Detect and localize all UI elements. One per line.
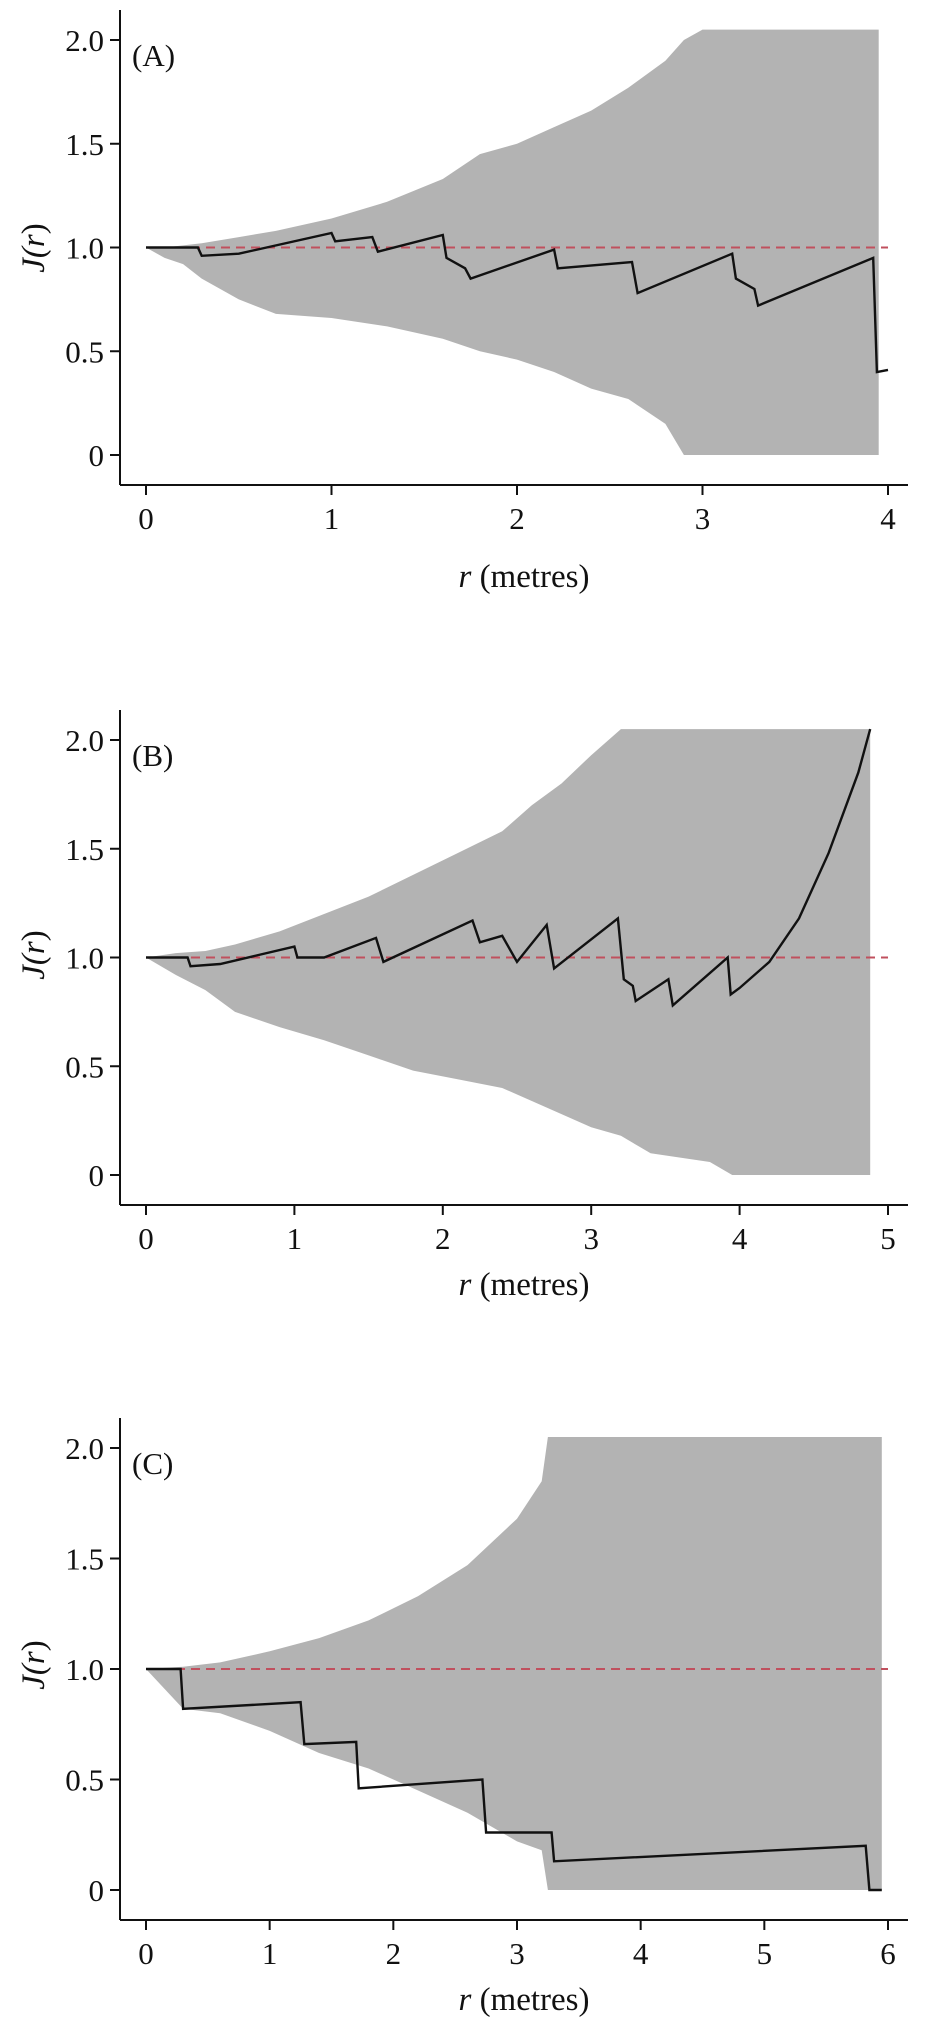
- x-tick-label: 2: [435, 1221, 451, 1256]
- y-tick-label: 1.0: [65, 941, 104, 976]
- y-tick-label: 0.5: [65, 334, 104, 369]
- x-tick-label: 6: [880, 1936, 896, 1971]
- x-axis-variable: r: [458, 1982, 471, 2018]
- y-axis-title: J(r): [16, 930, 52, 979]
- observed-line: [146, 728, 872, 1008]
- y-tick-label: 0.5: [65, 1763, 104, 1798]
- y-axis-function: J(: [16, 1662, 52, 1690]
- envelope-band: [146, 1437, 882, 1890]
- y-axis-close: ): [16, 930, 52, 941]
- y-tick-label: 0.5: [65, 1049, 104, 1084]
- x-tick-label: 2: [509, 501, 525, 536]
- x-tick-label: 4: [732, 1221, 748, 1256]
- y-axis-function: J(: [16, 952, 52, 980]
- y-tick-label: 2.0: [65, 23, 104, 58]
- panel-label: (B): [132, 738, 173, 773]
- y-axis-title: J(r): [16, 1640, 52, 1689]
- panel-label: (C): [132, 1446, 173, 1481]
- x-tick-label: 4: [880, 501, 896, 536]
- x-axis-unit: (metres): [480, 1982, 590, 2018]
- y-axis-close: ): [16, 223, 52, 234]
- y-tick-label: 0: [89, 1873, 105, 1908]
- x-axis-variable: r: [458, 559, 471, 595]
- y-tick-label: 1.0: [65, 1652, 104, 1687]
- y-tick-label: 0: [89, 1158, 105, 1193]
- x-tick-label: 1: [287, 1221, 303, 1256]
- y-tick-label: 2.0: [65, 1431, 104, 1466]
- x-tick-label: 0: [138, 1936, 154, 1971]
- x-tick-label: 2: [386, 1936, 402, 1971]
- y-axis-close: ): [16, 1640, 52, 1651]
- observed-line: [146, 1667, 882, 1892]
- observed-line: [146, 231, 889, 374]
- x-axis-unit: (metres): [480, 559, 590, 595]
- x-tick-label: 0: [138, 1221, 154, 1256]
- x-axis-variable: r: [458, 1267, 471, 1303]
- envelope-band: [146, 29, 879, 455]
- x-axis-title: r (metres): [458, 1267, 589, 1303]
- x-tick-label: 5: [880, 1221, 896, 1256]
- x-tick-label: 5: [757, 1936, 773, 1971]
- x-tick-label: 3: [695, 501, 711, 536]
- x-tick-label: 3: [583, 1221, 599, 1256]
- panel-c: 00.51.01.52.00 1 2 3 4 5 6 (C) r (metres) J(r): [16, 1418, 908, 2018]
- y-tick-label: 1.5: [65, 127, 104, 162]
- y-axis-title: J(r): [16, 223, 52, 272]
- y-tick-label: 1.0: [65, 231, 104, 266]
- envelope-band: [146, 729, 871, 1175]
- y-axis-variable: r: [16, 941, 52, 954]
- x-axis-title: r (metres): [458, 1982, 589, 2018]
- y-tick-label: 0: [89, 438, 105, 473]
- x-tick-label: 4: [633, 1936, 649, 1971]
- x-tick-label: 3: [509, 1936, 525, 1971]
- panel-b: 00.51.01.52.00 1 2 3 4 5 (B) r (metres) J(r): [16, 710, 908, 1303]
- x-axis-unit: (metres): [480, 1267, 590, 1303]
- panel-label: (A): [132, 38, 175, 73]
- panel-a: 00.51.01.52.00 1 2 3 4 (A) r (metres) J(r): [16, 10, 908, 595]
- x-tick-label: 1: [324, 501, 340, 536]
- y-tick-label: 1.5: [65, 1542, 104, 1577]
- x-axis-title: r (metres): [458, 559, 589, 595]
- y-axis-variable: r: [16, 1651, 52, 1664]
- x-tick-label: 0: [138, 501, 154, 536]
- x-tick-label: 1: [262, 1936, 278, 1971]
- y-tick-label: 2.0: [65, 723, 104, 758]
- y-axis-variable: r: [16, 234, 52, 247]
- y-axis-function: J(: [16, 245, 52, 273]
- y-tick-label: 1.5: [65, 832, 104, 867]
